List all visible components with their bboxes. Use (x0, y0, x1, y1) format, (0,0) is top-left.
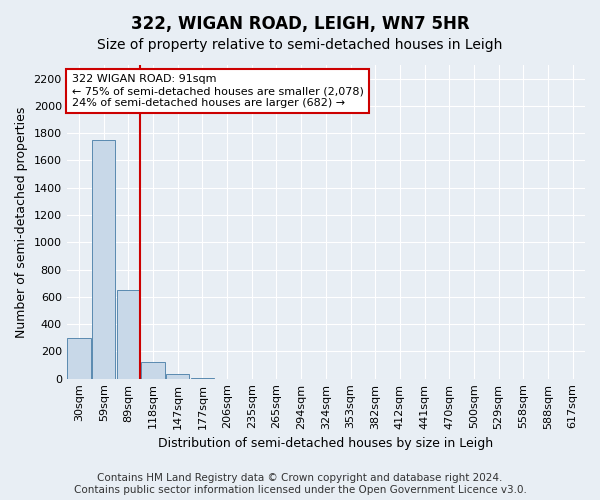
Y-axis label: Number of semi-detached properties: Number of semi-detached properties (15, 106, 28, 338)
X-axis label: Distribution of semi-detached houses by size in Leigh: Distribution of semi-detached houses by … (158, 437, 493, 450)
Bar (67, 338, 91, 378)
Bar (92, 140, 115, 378)
Bar (116, 290, 140, 378)
Bar (166, 374, 190, 378)
Text: Size of property relative to semi-detached houses in Leigh: Size of property relative to semi-detach… (97, 38, 503, 52)
Text: 322, WIGAN ROAD, LEIGH, WN7 5HR: 322, WIGAN ROAD, LEIGH, WN7 5HR (131, 15, 469, 33)
Text: 322 WIGAN ROAD: 91sqm
← 75% of semi-detached houses are smaller (2,078)
24% of s: 322 WIGAN ROAD: 91sqm ← 75% of semi-deta… (72, 74, 364, 108)
Bar (142, 362, 165, 378)
Text: Contains HM Land Registry data © Crown copyright and database right 2024.
Contai: Contains HM Land Registry data © Crown c… (74, 474, 526, 495)
